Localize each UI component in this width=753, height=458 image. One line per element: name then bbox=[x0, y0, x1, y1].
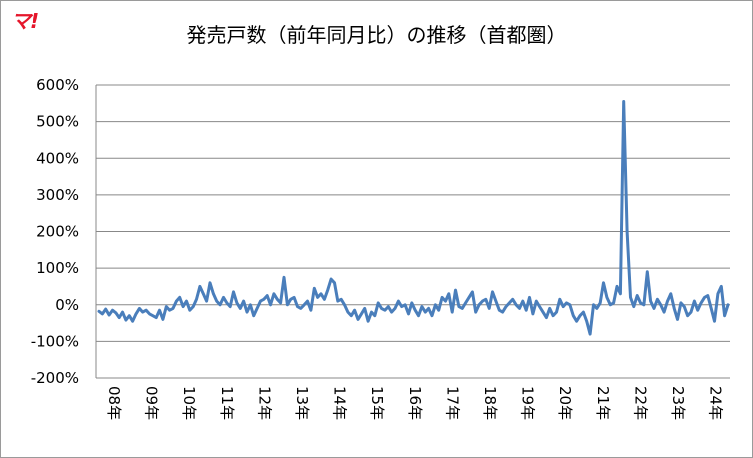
x-tick-label: 20年 bbox=[556, 386, 574, 420]
x-tick-label: 09年 bbox=[143, 386, 161, 420]
y-tick-label: 300% bbox=[36, 186, 79, 204]
y-tick-label: -200% bbox=[31, 369, 79, 387]
series-line bbox=[97, 100, 730, 336]
x-tick-label: 15年 bbox=[368, 386, 386, 420]
y-tick-label: 600% bbox=[36, 76, 79, 94]
y-tick-label: 400% bbox=[36, 149, 79, 167]
x-tick-label: 16年 bbox=[406, 386, 424, 420]
x-tick-label: 18年 bbox=[481, 386, 499, 420]
x-tick-label: 10年 bbox=[180, 386, 198, 420]
x-tick-label: 23年 bbox=[669, 386, 687, 420]
chart-title: 発売戸数（前年同月比）の推移（首都圏） bbox=[186, 23, 567, 47]
x-tick-label: 14年 bbox=[331, 386, 349, 420]
x-tick-label: 13年 bbox=[293, 386, 311, 420]
x-tick-label: 11年 bbox=[218, 386, 236, 420]
y-tick-label: 200% bbox=[36, 223, 79, 241]
x-tick-label: 21年 bbox=[594, 386, 612, 420]
x-tick-label: 12年 bbox=[255, 386, 273, 420]
x-tick-label: 24年 bbox=[707, 386, 725, 420]
brand-logo: マ! bbox=[11, 9, 39, 33]
x-tick-label: 08年 bbox=[105, 386, 123, 420]
x-tick-label: 17年 bbox=[443, 386, 461, 420]
y-tick-label: -100% bbox=[31, 332, 79, 350]
y-tick-label: 0% bbox=[55, 296, 79, 314]
y-tick-label: 100% bbox=[36, 259, 79, 277]
x-tick-label: 19年 bbox=[519, 386, 537, 420]
y-tick-label: 500% bbox=[36, 113, 79, 131]
x-tick-label: 22年 bbox=[631, 386, 649, 420]
